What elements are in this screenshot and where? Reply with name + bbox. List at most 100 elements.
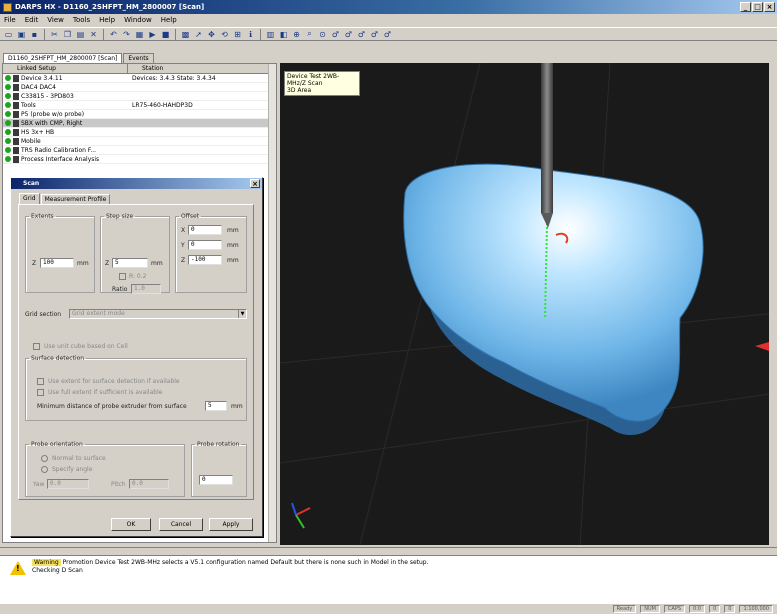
log-panel: ! Warning Promotion Device Test 2WB-MHz … [0,547,777,603]
3d-viewport[interactable]: Device Test 2WB-MHz/Z Scan 3D Area [280,63,777,545]
paste-icon[interactable]: ▤ [76,29,85,39]
zoom-fit-icon[interactable]: ⊙ [319,29,326,39]
tree-row-name: HS 3x+ HB [21,128,55,136]
tree-row[interactable]: Tools LR75-460-HAHDP3D [3,101,276,110]
specify-angle-radio[interactable] [41,466,48,473]
tree-row-selected[interactable]: SBX with CMP, Right [3,119,276,128]
use-grid-checkbox[interactable] [33,343,40,350]
tree-scrollbar[interactable] [268,64,276,542]
menu-file[interactable]: File [4,16,16,24]
tree-col-setup[interactable]: Linked Setup [3,64,128,73]
surface-opt2-checkbox[interactable] [37,389,44,396]
tree-row-name: Mobile [21,137,41,145]
tree-row[interactable]: P5 (probe w/o probe) [3,110,276,119]
min-distance-input[interactable]: 5 [205,401,227,411]
probe-tool-5-icon[interactable]: ♂ [383,29,392,39]
specify-angle-label: Specify angle [52,466,93,473]
menu-help-1[interactable]: Help [99,16,116,24]
menu-view[interactable]: View [47,16,64,24]
menu-window[interactable]: Window [124,16,152,24]
apply-button[interactable]: Apply [209,518,253,531]
tab-document[interactable]: D1160_2SHFPT_HM_2800007 [Scan] [3,53,123,63]
tree-row[interactable]: Device 3.4.11 Devices: 3.4.3 State: 3.4.3… [3,74,276,83]
move-icon[interactable]: ✥ [208,29,215,39]
redo-icon[interactable]: ↷ [123,29,130,39]
probe-rotation-input[interactable]: 0 [199,475,233,485]
tree-col-station[interactable]: Station [142,65,164,72]
stop-icon[interactable]: ■ [161,29,170,39]
yaw-input[interactable]: 0.0 [47,479,89,489]
grid-section-value: Grid extent mode [72,310,125,317]
tree-row[interactable]: DAC4 DAC4 [3,83,276,92]
tab-measurement-profile[interactable]: Measurement Profile [40,194,111,204]
select-icon[interactable]: ▦ [135,29,144,39]
probe-tool-2-icon[interactable]: ♂ [344,29,353,39]
measure-icon[interactable]: ⊞ [234,29,241,39]
delete-icon[interactable]: ✕ [90,29,97,39]
run-icon[interactable]: ▶ [149,29,156,39]
tree-row[interactable]: C33815 - 3PD803 [3,92,276,101]
menu-help[interactable]: Help [160,16,177,24]
step-z-label: Z [105,260,110,267]
tree-row[interactable]: HS 3x+ HB [3,128,276,137]
step-z-input[interactable]: 5 [112,258,148,268]
scan-dialog: Scan × Grid Measurement Profile Extents … [10,177,263,537]
status-num: NUM [640,605,660,613]
probe-tool-1-icon[interactable]: ♂ [331,29,340,39]
offset-x-input[interactable]: 0 [188,225,222,235]
offset-group: Offset [175,213,247,293]
ok-button[interactable]: OK [111,518,151,531]
red-marker [755,342,769,351]
cut-icon[interactable]: ✂ [51,29,58,39]
viewport-scrollbar[interactable] [769,63,777,545]
warning-icon: ! [10,561,26,575]
probe-tool-4-icon[interactable]: ♂ [370,29,379,39]
pitch-input[interactable]: 0.0 [129,479,169,489]
extents-z-input[interactable]: 100 [40,258,74,268]
tab-events[interactable]: Events [123,53,154,63]
cancel-button[interactable]: Cancel [159,518,203,531]
offset-y-input[interactable]: 0 [188,240,222,250]
probe-orientation-group: Probe orientation [25,441,185,497]
tree-header: Linked Setup Station [3,64,276,74]
tree-row[interactable]: Process Interface Analysis [3,155,276,164]
undo-icon[interactable]: ↶ [110,29,117,39]
normal-surface-radio[interactable] [41,455,48,462]
dialog-close-button[interactable]: × [250,179,260,188]
grid-icon[interactable]: ▩ [181,29,190,39]
probe-tool-3-icon[interactable]: ♂ [357,29,366,39]
step-ratio-input[interactable]: 1.0 [131,284,161,294]
calibration-icon [13,146,19,154]
step-r-checkbox[interactable] [119,273,126,280]
search-icon[interactable]: ⌕ [307,29,312,38]
grid-section-select[interactable]: Grid extent mode ▼ [69,309,247,319]
arrow-icon[interactable]: ➚ [195,29,202,39]
view-icon[interactable]: ◧ [279,29,288,39]
extents-legend: Extents [31,213,54,220]
tree-row[interactable]: TRS Radio Calibration F... [3,146,276,155]
probe-marker [555,232,569,244]
tree-row-value [128,146,276,154]
close-button[interactable]: × [764,2,775,12]
info-icon[interactable]: ℹ [248,29,253,39]
maximize-button[interactable]: □ [752,2,763,12]
surface-opt2-label: Use full extent if sufficient is availab… [48,389,163,396]
minimize-button[interactable]: _ [740,2,751,12]
tree-row-name: Tools [21,101,36,109]
open-folder-icon[interactable]: ▣ [17,29,26,39]
tree-row-value [128,155,276,163]
zoom-in-icon[interactable]: ⊕ [293,29,300,39]
menu-edit[interactable]: Edit [24,16,39,24]
table-icon[interactable]: ▥ [266,29,275,39]
rotate-icon[interactable]: ⟲ [221,29,228,39]
save-icon[interactable]: ▪ [31,29,38,39]
tree-row[interactable]: Mobile [3,137,276,146]
new-file-icon[interactable]: ▭ [4,29,13,39]
copy-icon[interactable]: ❐ [63,29,72,39]
device-icon [13,74,19,82]
surface-opt1-checkbox[interactable] [37,378,44,385]
step-ratio-label: Ratio [112,286,128,293]
offset-z-input[interactable]: -100 [188,255,222,265]
tab-grid[interactable]: Grid [19,193,40,204]
menu-tools[interactable]: Tools [72,16,91,24]
